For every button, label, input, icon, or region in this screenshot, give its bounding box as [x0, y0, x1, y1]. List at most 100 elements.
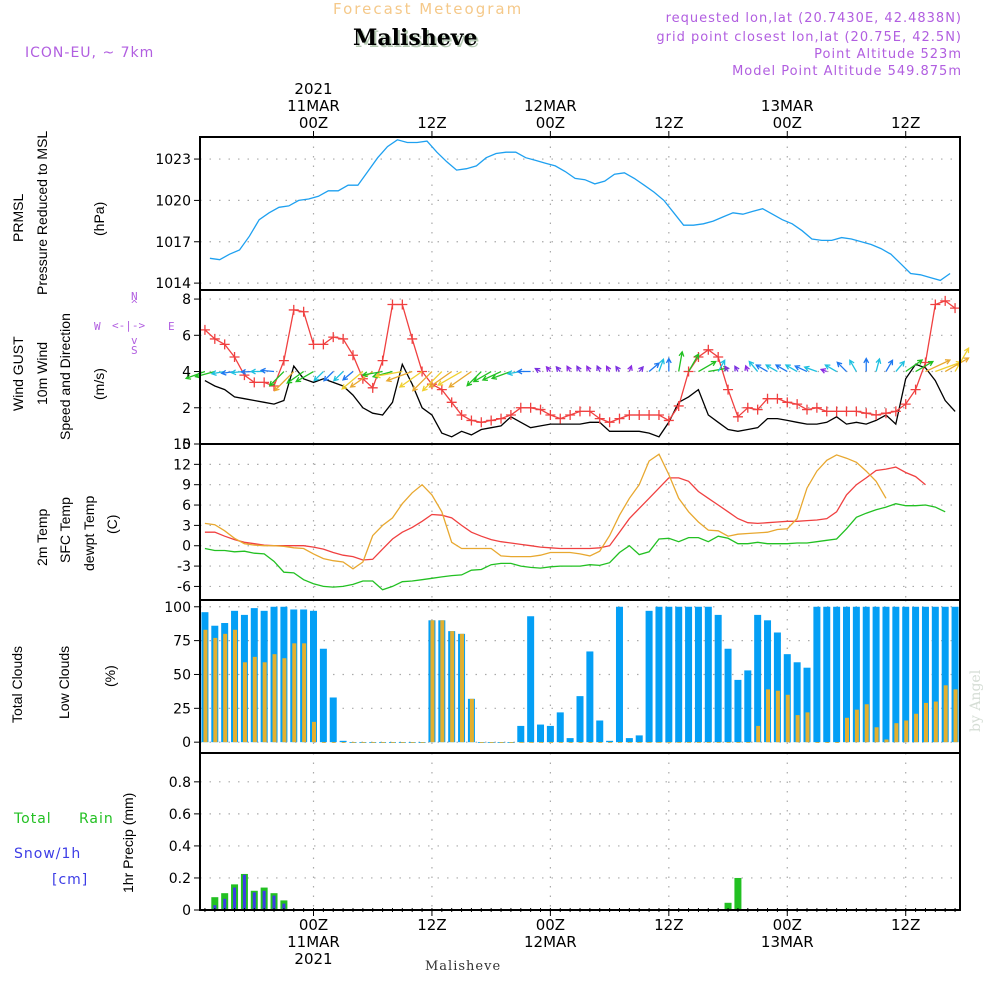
- wind-direction-arrow: [615, 365, 621, 372]
- low-cloud-bar: [203, 629, 208, 743]
- low-cloud-bar: [262, 662, 267, 743]
- temp-2m-line: [204, 466, 926, 561]
- wind-direction-arrow: [448, 370, 472, 388]
- low-cloud-bar: [479, 742, 484, 743]
- low-cloud-bar: [331, 742, 336, 743]
- y-tick-label: 1020: [155, 193, 191, 209]
- y-tick-label: 0.8: [169, 775, 191, 791]
- compass-south: S: [131, 344, 138, 357]
- compass-rose: N ^ W <-|-> E v S: [90, 290, 180, 360]
- x-tick-label-top: 00Z: [299, 114, 328, 132]
- wind-gust-marker: [742, 402, 753, 413]
- low-cloud-bar: [894, 723, 899, 743]
- y-tick-label: 4: [182, 365, 191, 381]
- y-tick-label: -3: [177, 559, 191, 575]
- low-cloud-bar: [390, 742, 395, 743]
- y-tick-label: -6: [177, 579, 191, 595]
- compass-east: E: [168, 320, 175, 333]
- y-tick-label: 0: [182, 539, 191, 555]
- compass-arrow-up: ^: [131, 298, 138, 311]
- total-cloud-bar: [714, 614, 722, 743]
- low-cloud-bar: [904, 720, 909, 743]
- total-cloud-bar: [852, 606, 860, 743]
- wind-gust-marker: [634, 410, 645, 421]
- wind-gust-marker: [673, 400, 684, 411]
- total-cloud-bar: [546, 725, 554, 743]
- wind-gust-marker: [851, 406, 862, 417]
- panel-frame: [199, 443, 961, 601]
- total-cloud-bar: [694, 606, 702, 743]
- low-cloud-bar: [302, 643, 307, 743]
- wind-direction-arrow: [490, 370, 512, 380]
- y-tick-label: 1017: [155, 235, 191, 251]
- rain-bar: [734, 877, 742, 910]
- total-cloud-bar: [951, 606, 959, 743]
- y-tick-label: 1023: [155, 152, 191, 168]
- wind-direction-arrow: [341, 371, 354, 381]
- low-cloud-bar: [282, 658, 287, 743]
- wind-gust-marker: [555, 413, 566, 424]
- snow-bar: [213, 905, 217, 910]
- wind-gust-marker: [496, 413, 507, 424]
- low-cloud-bar: [548, 742, 553, 743]
- low-cloud-bar: [519, 742, 524, 743]
- wind-gust-marker: [772, 393, 783, 404]
- wind-gust-marker: [663, 415, 674, 426]
- x-tick-label-top: 12Z: [891, 114, 920, 132]
- low-cloud-bar: [746, 742, 751, 743]
- x-tick-label-bottom: 12Z: [654, 916, 683, 934]
- wind-gust-marker: [298, 306, 309, 317]
- low-cloud-bar: [608, 742, 613, 743]
- precip-legend-rain: Rain: [79, 811, 114, 827]
- wind-gust-marker: [930, 299, 941, 310]
- y-tick-label: 2: [182, 401, 191, 417]
- y-tick-label: 0.6: [169, 807, 191, 823]
- y-tick-label: 50: [173, 667, 191, 683]
- total-cloud-bar: [892, 606, 900, 743]
- temp-dewpt-line: [204, 503, 946, 591]
- wind-gust-marker: [653, 410, 664, 421]
- low-cloud-bar: [825, 742, 830, 743]
- wind-direction-arrow: [596, 364, 602, 372]
- wind-gust-marker: [811, 402, 822, 413]
- total-cloud-bar: [921, 606, 929, 743]
- y-tick-label: 0.2: [169, 871, 191, 887]
- total-cloud-bar: [566, 738, 574, 743]
- wind-direction-arrow: [875, 357, 882, 372]
- low-cloud-bar: [785, 694, 790, 743]
- low-cloud-bar: [361, 742, 366, 743]
- total-cloud-bar: [625, 738, 633, 743]
- wind-direction-arrow: [576, 365, 582, 372]
- wind-direction-arrow: [665, 357, 672, 372]
- wind-gust-marker: [802, 404, 813, 415]
- precip-legend-snow: Snow/1h: [14, 846, 82, 862]
- low-cloud-bar: [588, 742, 593, 743]
- wind-gust-marker: [762, 393, 773, 404]
- wind-gust-marker: [525, 402, 536, 413]
- wind-direction-arrow: [794, 365, 808, 373]
- wind-gust-marker: [446, 397, 457, 408]
- wind-gust-marker: [515, 402, 526, 413]
- low-cloud-bar: [617, 742, 622, 743]
- location-title: Malisheve: [353, 25, 478, 51]
- wind-direction-arrow: [361, 370, 383, 378]
- low-cloud-bar: [805, 712, 810, 743]
- wind-direction-arrow: [627, 364, 633, 372]
- y-tick-label: 75: [173, 634, 191, 650]
- snow-bar: [262, 890, 266, 910]
- low-cloud-bar: [953, 689, 958, 743]
- y-tick-label: 3: [182, 518, 191, 534]
- x-tick-label-top: 12Z: [417, 114, 446, 132]
- x-tick-label-top: 2021: [294, 80, 332, 98]
- wind-direction-arrow: [323, 371, 334, 382]
- total-cloud-bar: [793, 662, 801, 743]
- wind-gust-marker: [367, 382, 378, 393]
- wind-gust-marker: [259, 377, 270, 388]
- wind-gust-marker: [219, 339, 230, 350]
- low-cloud-bar: [558, 742, 563, 743]
- wind-gust-marker: [387, 299, 398, 310]
- total-cloud-bar: [823, 606, 831, 743]
- total-cloud-bar: [872, 606, 880, 743]
- wind-gust-marker: [890, 406, 901, 417]
